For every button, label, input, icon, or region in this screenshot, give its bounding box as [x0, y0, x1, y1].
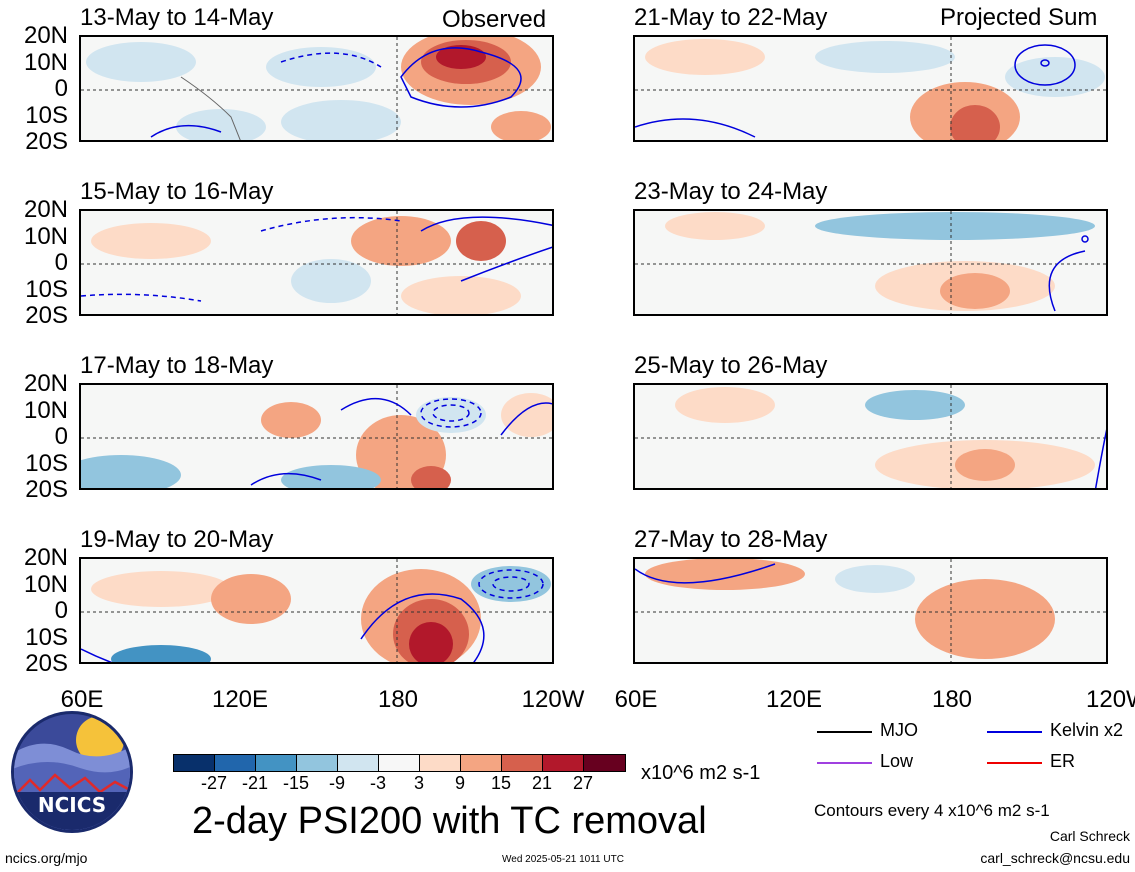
colorbar-tick-label: -27: [200, 773, 228, 793]
lat-label: 20S: [25, 476, 68, 503]
map-panel-7: [633, 383, 1108, 490]
lat-label: 0: [54, 597, 68, 624]
legend-label-low: Low: [880, 751, 914, 771]
colorbar-swatch: [420, 755, 461, 771]
colorbar-tick-label: 21: [531, 773, 553, 793]
lat-label: 20N: [23, 544, 68, 571]
lat-label: 10N: [23, 49, 68, 76]
lat-label: 20S: [25, 650, 68, 677]
colorbar-swatch: [338, 755, 379, 771]
logo-text: NCICS: [38, 793, 106, 817]
map-panel-4: [79, 557, 554, 664]
lon-label: 120W: [521, 686, 585, 713]
colorbar-swatch: [584, 755, 625, 771]
lat-label: 10S: [25, 624, 68, 651]
lon-label: 180: [931, 686, 973, 713]
panel-title-3: 17-May to 18-May: [80, 352, 274, 379]
map-panel-6: [633, 209, 1108, 316]
lat-label: 10S: [25, 276, 68, 303]
lon-label: 120W: [1086, 686, 1135, 713]
footer-email: carl_schreck@ncsu.edu: [980, 850, 1130, 866]
map-panel-8: [633, 557, 1108, 664]
footer-timestamp: Wed 2025-05-21 1011 UTC: [502, 854, 624, 865]
legend-line-low: [817, 762, 872, 764]
colorbar-tick-label: -3: [369, 773, 387, 793]
colorbar-tick-label: 27: [572, 773, 594, 793]
colorbar-swatch: [379, 755, 420, 771]
map-panel-5: [633, 35, 1108, 142]
lat-label: 10S: [25, 450, 68, 477]
lat-label: 10N: [23, 571, 68, 598]
lon-label: 60E: [60, 686, 104, 713]
colorbar-swatch: [174, 755, 215, 771]
ncics-logo: NCICS: [10, 710, 134, 834]
colorbar-tick-label: 3: [413, 773, 425, 793]
panel-title-5: 21-May to 22-May: [634, 4, 828, 31]
panel-title-8: 27-May to 28-May: [634, 526, 828, 553]
panel-title-1: 13-May to 14-May: [80, 4, 274, 31]
colorbar-swatch: [502, 755, 543, 771]
legend-label-mjo: MJO: [880, 720, 918, 740]
panel-title-7: 25-May to 26-May: [634, 352, 828, 379]
lat-label: 0: [54, 249, 68, 276]
lat-label: 20N: [23, 22, 68, 49]
lon-label: 120E: [765, 686, 823, 713]
footer-author: Carl Schreck: [1049, 828, 1130, 844]
map-panel-3: [79, 383, 554, 490]
footer-url: ncics.org/mjo: [5, 850, 88, 866]
colorbar-swatch: [543, 755, 584, 771]
legend-line-er: [987, 762, 1042, 764]
lat-label: 20S: [25, 128, 68, 155]
contour-note: Contours every 4 x10^6 m2 s-1: [814, 801, 1050, 820]
lat-label: 10N: [23, 397, 68, 424]
page-title: 2-day PSI200 with TC removal: [192, 800, 707, 842]
legend-line-mjo: [817, 731, 872, 733]
colorbar-tick-label: -15: [282, 773, 310, 793]
colorbar-tick-label: -21: [241, 773, 269, 793]
lat-label: 0: [54, 423, 68, 450]
panel-title-6: 23-May to 24-May: [634, 178, 828, 205]
lat-label: 20N: [23, 196, 68, 223]
map-panel-1: [79, 35, 554, 142]
panel-label-observed: Observed: [442, 6, 547, 33]
lat-label: 20S: [25, 302, 68, 329]
lat-label: 0: [54, 75, 68, 102]
lon-label: 180: [377, 686, 419, 713]
panel-label-projected: Projected Sum: [940, 4, 1098, 31]
panel-title-4: 19-May to 20-May: [80, 526, 274, 553]
colorbar-swatch: [256, 755, 297, 771]
colorbar-tick-label: 15: [490, 773, 512, 793]
colorbar: [173, 754, 626, 772]
lat-label: 10N: [23, 223, 68, 250]
colorbar-tick-label: -9: [328, 773, 346, 793]
colorbar-units: x10^6 m2 s-1: [641, 762, 761, 784]
colorbar-swatch: [297, 755, 338, 771]
legend-label-kelvin: Kelvin x2: [1050, 720, 1124, 740]
legend-line-kelvin: [987, 731, 1042, 733]
lat-label: 10S: [25, 102, 68, 129]
lat-label: 20N: [23, 370, 68, 397]
colorbar-tick-label: 9: [454, 773, 466, 793]
legend-label-er: ER: [1050, 751, 1076, 771]
colorbar-swatch: [461, 755, 502, 771]
map-panel-2: [79, 209, 554, 316]
colorbar-swatch: [215, 755, 256, 771]
panel-title-2: 15-May to 16-May: [80, 178, 274, 205]
lon-label: 120E: [211, 686, 269, 713]
lon-label: 60E: [614, 686, 658, 713]
